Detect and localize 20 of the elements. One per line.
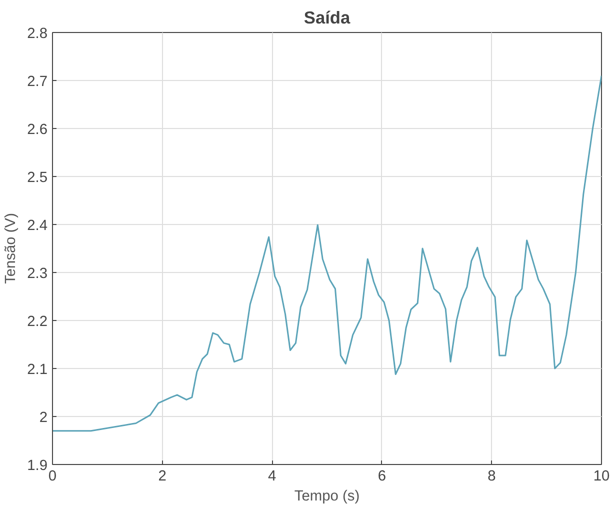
chart-title: Saída [304, 8, 350, 28]
x-tick-label: 10 [593, 468, 610, 484]
y-tick-label: 2 [39, 410, 48, 426]
y-tick-label: 2.7 [27, 74, 48, 90]
x-tick-label: 2 [158, 468, 166, 484]
y-tick-label: 2.1 [27, 362, 48, 378]
y-axis-title: Tensão (V) [3, 213, 20, 284]
x-axis-title: Tempo (s) [294, 488, 360, 504]
x-tick-label: 6 [378, 468, 386, 484]
y-tick-label: 2.2 [27, 314, 48, 330]
y-tick-label: 2.8 [27, 26, 48, 42]
x-tick-label: 4 [268, 468, 276, 484]
y-tick-label: 2.3 [27, 266, 48, 282]
x-tick-label: 8 [488, 468, 496, 484]
y-tick-label: 2.6 [27, 122, 48, 138]
y-tick-label: 2.5 [27, 170, 48, 186]
y-tick-label: 1.9 [27, 458, 48, 474]
x-tick-label: 0 [48, 468, 57, 484]
y-tick-label: 2.4 [27, 218, 48, 234]
line-series [52, 74, 602, 432]
